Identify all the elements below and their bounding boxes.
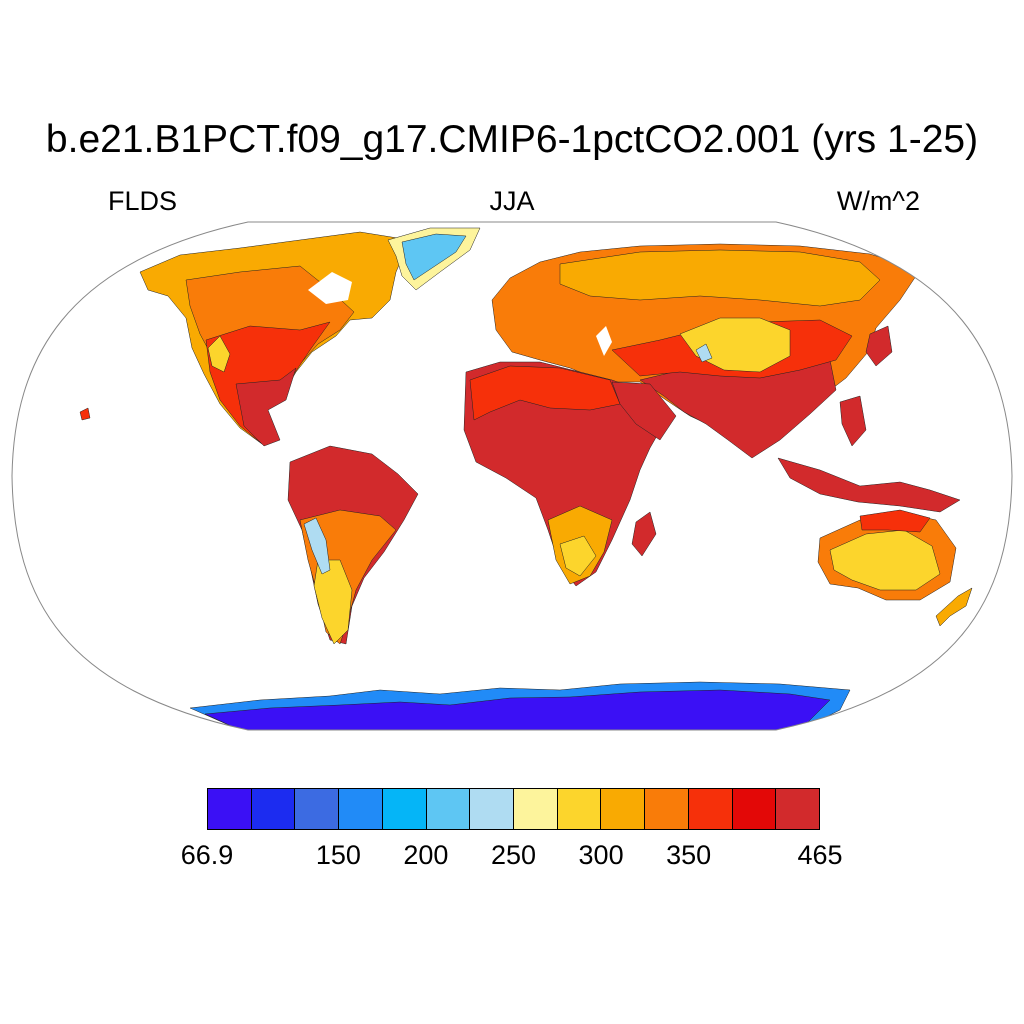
rockies bbox=[207, 335, 231, 373]
colorbar-box bbox=[688, 789, 733, 829]
colorbar-tick-label: 350 bbox=[666, 840, 712, 870]
north-africa bbox=[469, 365, 621, 421]
hawaii bbox=[79, 407, 91, 421]
kalahari bbox=[559, 535, 597, 577]
colorbar-box bbox=[557, 789, 602, 829]
colorbar-ticks: 66.9 150 200 250 300 350 465 bbox=[0, 840, 1024, 880]
tibet-peaks bbox=[695, 343, 713, 363]
indonesia bbox=[777, 457, 961, 513]
season-label: JJA bbox=[489, 186, 535, 216]
colorbar-box bbox=[645, 789, 689, 829]
patagonia bbox=[313, 559, 353, 645]
siberia bbox=[559, 249, 881, 307]
colorbar-box bbox=[339, 789, 383, 829]
colorbar-box bbox=[382, 789, 427, 829]
caspian bbox=[596, 326, 612, 356]
greenland-interior bbox=[401, 233, 467, 281]
colorbar-box bbox=[208, 789, 252, 829]
arabia bbox=[611, 381, 677, 441]
colorbar-tick-label: 66.9 bbox=[180, 840, 234, 870]
colorbar-box bbox=[295, 789, 340, 829]
africa bbox=[463, 361, 667, 587]
colorbar-tick-label: 150 bbox=[315, 840, 361, 870]
colorbar bbox=[207, 788, 820, 830]
colorbar-box bbox=[601, 789, 646, 829]
colorbar-box bbox=[514, 789, 558, 829]
new-zealand bbox=[935, 587, 973, 627]
madagascar bbox=[631, 511, 657, 557]
colorbar-box bbox=[776, 789, 820, 829]
colorbar-box bbox=[470, 789, 515, 829]
australia-north bbox=[859, 509, 931, 533]
colorbar-tick-label: 200 bbox=[403, 840, 449, 870]
plot-title: b.e21.B1PCT.f09_g17.CMIP6-1pctCO2.001 (y… bbox=[45, 118, 979, 161]
units-label: W/m^2 bbox=[836, 186, 920, 216]
andes bbox=[303, 517, 331, 575]
variable-label: FLDS bbox=[108, 186, 178, 216]
australia-interior bbox=[829, 529, 941, 591]
colorbar-tick-label: 250 bbox=[490, 840, 537, 870]
colorbar-box bbox=[426, 789, 471, 829]
colorbar-tick-label: 465 bbox=[797, 840, 843, 870]
hudson-bay bbox=[308, 272, 352, 304]
map-outline bbox=[11, 221, 1013, 731]
colorbar-box bbox=[732, 789, 777, 829]
philippines-japan bbox=[839, 325, 893, 447]
colorbar-box bbox=[251, 789, 296, 829]
colorbar-tick-label: 300 bbox=[578, 840, 624, 870]
north-america-gulf bbox=[235, 367, 297, 447]
